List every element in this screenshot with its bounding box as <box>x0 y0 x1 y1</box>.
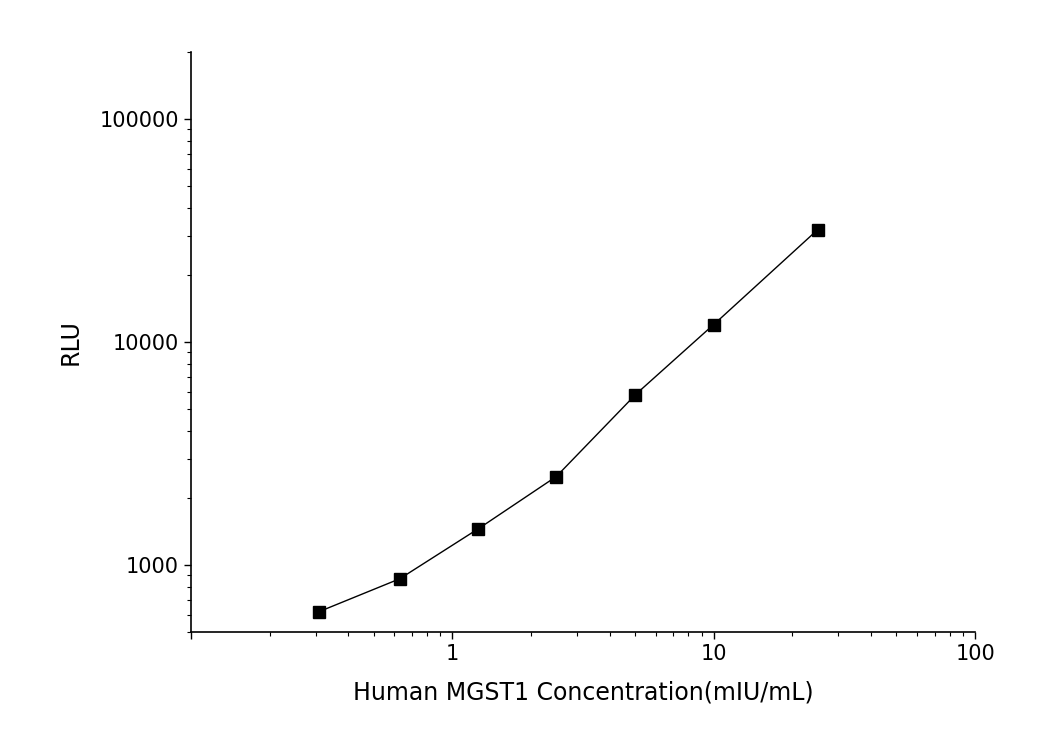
X-axis label: Human MGST1 Concentration(mIU/mL): Human MGST1 Concentration(mIU/mL) <box>353 681 813 705</box>
Y-axis label: RLU: RLU <box>58 319 83 365</box>
